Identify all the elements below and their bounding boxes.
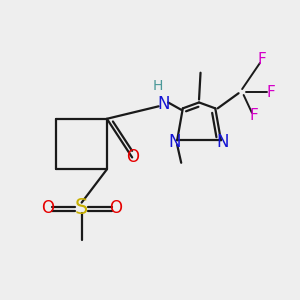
- Text: H: H: [152, 79, 163, 93]
- Text: F: F: [250, 108, 258, 123]
- Text: N: N: [169, 133, 181, 151]
- Text: O: O: [126, 148, 139, 166]
- Text: F: F: [266, 85, 275, 100]
- Text: N: N: [157, 95, 170, 113]
- Text: F: F: [257, 52, 266, 67]
- Text: O: O: [41, 199, 54, 217]
- Text: S: S: [75, 198, 88, 218]
- Text: O: O: [109, 199, 122, 217]
- Text: N: N: [216, 133, 229, 151]
